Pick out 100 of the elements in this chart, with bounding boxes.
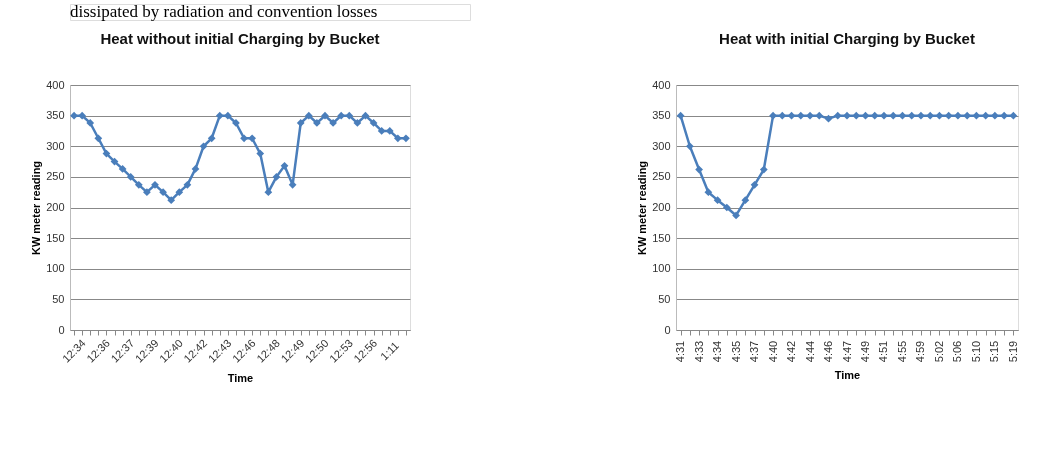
point — [981, 111, 990, 120]
point — [304, 111, 313, 120]
point — [889, 111, 898, 120]
point — [402, 134, 410, 143]
point — [944, 111, 953, 120]
point — [70, 111, 78, 120]
point — [369, 119, 378, 127]
point — [954, 111, 962, 120]
point — [151, 180, 159, 189]
point — [191, 165, 200, 173]
y-tick-label: 400 — [652, 78, 671, 91]
point — [722, 203, 731, 212]
x-tick-label: 5:10 — [969, 340, 982, 363]
y-tick-label: 150 — [652, 231, 671, 244]
point — [143, 188, 151, 197]
point — [264, 188, 273, 197]
point — [787, 111, 796, 120]
point — [676, 111, 685, 120]
point — [907, 111, 916, 120]
point — [175, 188, 184, 197]
x-tick-label: 5:15 — [988, 340, 1001, 363]
y-tick-label: 400 — [46, 78, 65, 91]
point — [972, 111, 981, 120]
point — [215, 111, 224, 120]
y-tick-label: 100 — [652, 262, 671, 275]
x-tick-label: 4:37 — [748, 340, 761, 363]
x-tick-label: 4:46 — [822, 340, 835, 363]
point — [280, 161, 289, 170]
x-axis-title: Time — [834, 369, 861, 382]
x-tick-label: 4:47 — [840, 340, 853, 363]
point — [296, 119, 305, 127]
point — [118, 165, 127, 173]
x-tick-label: 4:35 — [729, 340, 742, 363]
point — [256, 149, 265, 158]
point — [240, 134, 248, 143]
y-tick-label: 350 — [46, 109, 65, 122]
point — [991, 111, 999, 120]
point — [935, 111, 944, 120]
y-tick-label: 250 — [46, 170, 65, 183]
point — [86, 119, 95, 127]
point — [94, 134, 103, 143]
point — [778, 111, 787, 120]
x-tick-label: 4:51 — [877, 340, 890, 363]
y-tick-label: 50 — [658, 292, 671, 305]
x-tick-label: 5:06 — [951, 340, 964, 363]
point — [741, 196, 750, 205]
y-axis-title: KW meter reading — [30, 160, 43, 256]
point — [861, 111, 870, 120]
point — [321, 111, 329, 120]
x-tick-label: 5:19 — [1006, 340, 1019, 363]
x-tick-label: 4:34 — [711, 340, 724, 363]
point — [361, 111, 370, 120]
x-tick-label: 4:44 — [803, 340, 816, 363]
x-tick-label: 4:42 — [785, 340, 798, 363]
x-axis-title: Time — [227, 371, 254, 384]
y-tick-label: 200 — [46, 201, 65, 213]
point — [685, 142, 694, 151]
point — [207, 134, 216, 143]
point — [833, 111, 842, 120]
point — [345, 111, 354, 120]
point — [353, 119, 362, 127]
y-tick-label: 50 — [52, 292, 65, 305]
chart-title: Heat with initial Charging by Bucket — [719, 30, 975, 47]
point — [377, 127, 386, 135]
x-tick-label: 5:02 — [932, 340, 945, 363]
point — [713, 196, 722, 205]
point — [769, 111, 777, 120]
y-axis-title: KW meter reading — [636, 160, 649, 256]
point — [272, 173, 281, 181]
point — [199, 142, 208, 151]
x-tick-label: 4:49 — [858, 340, 871, 363]
point — [732, 211, 740, 220]
point — [880, 111, 888, 120]
point — [102, 149, 111, 158]
y-tick-label: 200 — [652, 201, 671, 213]
point — [852, 111, 861, 120]
point — [704, 188, 713, 197]
point — [134, 180, 143, 189]
text: dissipated by radiation and convention losses — [70, 2, 378, 21]
x-tick-label: 4:40 — [766, 340, 779, 363]
point — [1009, 111, 1018, 120]
point — [898, 111, 907, 120]
point — [843, 111, 851, 120]
point — [815, 111, 824, 120]
point — [806, 111, 814, 120]
x-tick-label: 1:11 — [378, 339, 402, 363]
y-tick-label: 250 — [652, 170, 671, 183]
point — [750, 180, 759, 189]
point — [695, 165, 703, 174]
y-tick-label: 0 — [58, 323, 65, 336]
point — [796, 111, 805, 120]
x-tick-label: 4:33 — [692, 340, 705, 363]
point — [824, 114, 833, 123]
y-tick-label: 0 — [664, 323, 671, 336]
point — [393, 134, 402, 143]
x-tick-label: 4:59 — [914, 340, 927, 363]
point — [78, 111, 87, 120]
point — [159, 188, 167, 197]
point — [126, 173, 135, 181]
point — [167, 196, 176, 205]
